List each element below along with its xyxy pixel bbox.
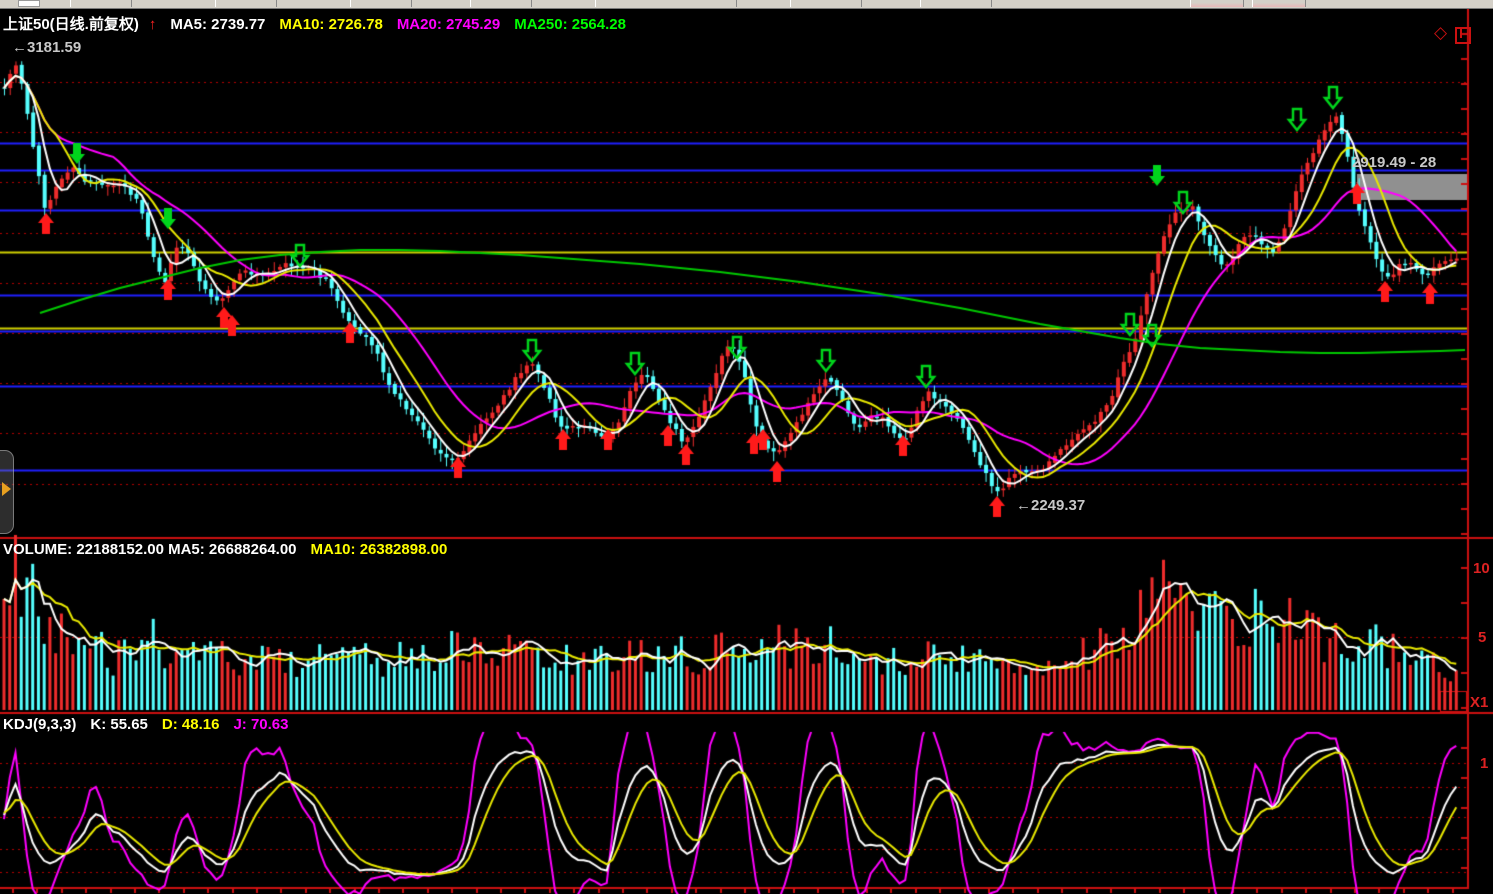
pane-window-icon[interactable] [1455,27,1471,44]
ma250-value: MA250: 2564.28 [514,16,626,33]
volume-values: VOLUME: 22188152.00 MA5: 26688264.00 [3,541,297,558]
kdj-name: KDJ(9,3,3) [3,716,77,733]
toolbar-button[interactable] [1190,0,1244,7]
toolbar-button[interactable] [920,0,992,7]
toolbar-button[interactable] [18,0,40,7]
volume-axis-label-5: 5 [1478,629,1487,646]
ma10-value: MA10: 2726.78 [279,16,383,33]
kdj-axis-label: 1 [1480,755,1489,772]
pane-diamond-icon[interactable]: ◇ [1434,23,1448,42]
toolbar-button[interactable] [70,0,132,7]
volume-multiplier-label: X1 [1470,694,1489,711]
top-toolbar [0,0,1493,9]
volume-pane-header: VOLUME: 22188152.00 MA5: 26688264.00 MA1… [3,541,447,558]
ma20-value: MA20: 2745.29 [396,16,501,33]
toolbar-button[interactable] [215,0,277,7]
gap-range-annotation: 2919.49 - 28 [1352,154,1437,171]
toolbar-button[interactable] [790,0,862,7]
toolbar-button[interactable] [1252,0,1306,7]
symbol-title: 上证50(日线.前复权) [3,16,139,33]
kdj-d-value: D: 48.16 [161,716,220,733]
kdj-j-value: J: 70.63 [233,716,289,733]
high-price-annotation: ←3181.59 [12,39,82,56]
volume-ma10-value: MA10: 26382898.00 [310,541,448,558]
kdj-k-value: K: 55.65 [90,716,148,733]
ma5-value: MA5: 2739.77 [170,16,266,33]
low-price-annotation: ←2249.37 [1016,497,1086,514]
main-pane-header: 上证50(日线.前复权) ↑ MA5: 2739.77 MA10: 2726.7… [3,13,626,34]
volume-axis-label-10: 10 [1473,560,1490,577]
kdj-pane-header: KDJ(9,3,3) K: 55.65 D: 48.16 J: 70.63 [3,716,289,733]
trend-up-icon: ↑ [148,16,157,33]
toolbar-button[interactable] [470,0,532,7]
left-panel-expand-handle[interactable] [0,450,14,534]
toolbar-button[interactable] [595,0,737,7]
expand-arrow-icon [2,482,11,496]
toolbar-button[interactable] [350,0,412,7]
